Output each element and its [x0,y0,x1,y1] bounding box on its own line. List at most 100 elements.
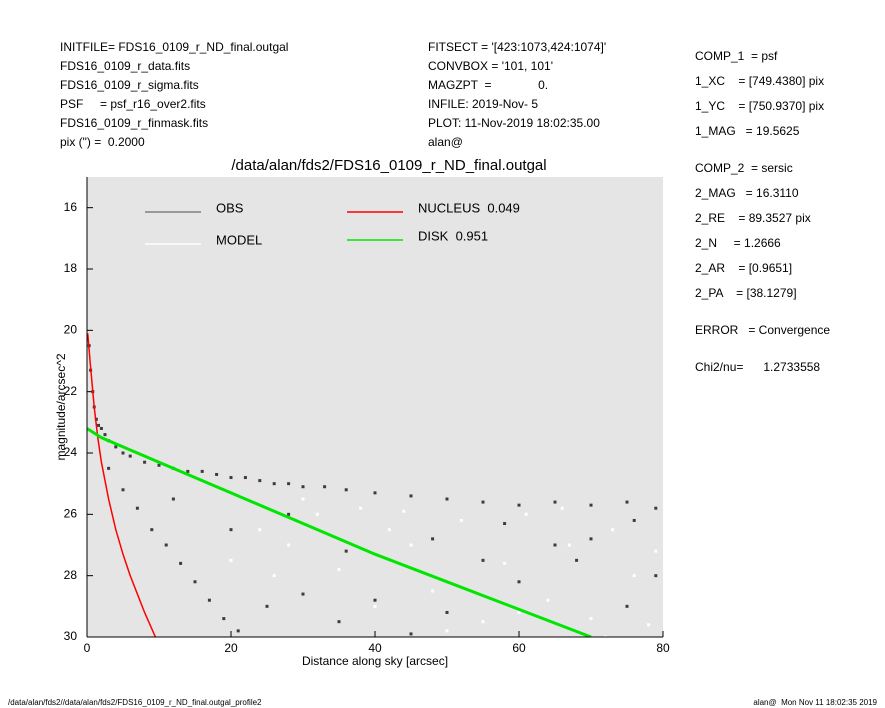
header-left: pix (") = 0.2000 [60,135,145,149]
data-point [647,623,651,627]
data-point [287,512,291,516]
data-point [229,558,233,562]
y-tick-label: 30 [64,629,78,643]
data-point [553,543,557,547]
data-point [258,528,262,532]
data-point [337,620,341,624]
header-left: FDS16_0109_r_finmask.fits [60,116,208,130]
y-tick-label: 24 [64,445,78,459]
data-point [171,497,175,501]
header-middle: INFILE: 2019-Nov- 5 [428,97,538,111]
x-tick-label: 20 [224,641,238,655]
y-tick-label: 26 [64,507,78,521]
profile-line [87,333,157,637]
data-point [481,558,485,562]
data-point [431,589,435,593]
header-left: FDS16_0109_r_sigma.fits [60,78,199,92]
data-point [632,518,636,522]
data-point [287,543,291,547]
data-point [524,512,528,516]
data-point [301,497,305,501]
header-left: PSF = psf_r16_over2.fits [60,97,206,111]
chart-title: /data/alan/fds2/FDS16_0109_r_ND_final.ou… [231,157,546,174]
data-point [387,528,391,532]
profile-line [87,427,592,637]
data-point [344,549,348,553]
data-point [373,491,377,495]
x-tick-label: 60 [512,641,526,655]
legend-label: MODEL [216,232,262,247]
x-tick-label: 80 [656,641,670,655]
fit-parameter: Chi2/nu= 1.2733558 [695,360,820,374]
data-point [654,506,658,510]
x-axis-label: Distance along sky [arcsec] [302,654,448,668]
data-point [272,482,276,486]
y-tick-label: 16 [64,200,78,214]
data-point [567,543,571,547]
data-point [445,610,449,614]
fit-parameter: 2_N = 1.2666 [695,236,781,250]
data-point [121,488,125,492]
header-middle: MAGZPT = 0. [428,78,548,92]
data-point [517,580,521,584]
data-point [445,497,449,501]
data-point [625,500,629,504]
data-point [503,561,507,565]
data-point [301,485,305,489]
data-point [560,506,564,510]
footer-left: /data/alan/fds2//data/alan/fds2/FDS16_01… [8,698,262,707]
data-point [553,500,557,504]
data-point [243,476,247,480]
legend-label: NUCLEUS 0.049 [418,200,520,215]
data-point [402,509,406,513]
header-middle: FITSECT = '[423:1073,424:1074]' [428,40,606,54]
data-point [193,580,197,584]
data-point [445,629,449,633]
data-point [603,635,607,637]
legend-label: OBS [216,200,244,215]
data-point [654,574,658,578]
fit-parameter: 1_YC = [750.9370] pix [695,99,824,113]
plot-area [87,177,663,637]
x-tick-label: 0 [84,641,91,655]
y-tick-label: 22 [64,384,78,398]
header-left: FDS16_0109_r_data.fits [60,59,190,73]
data-point [517,610,521,614]
data-point [186,469,190,473]
data-point [589,617,593,621]
data-point [99,426,103,430]
data-point [431,537,435,541]
data-point [359,506,363,510]
data-point [164,543,168,547]
data-point [114,445,118,449]
fit-parameter: 1_MAG = 19.5625 [695,124,800,138]
header-middle: PLOT: 11-Nov-2019 18:02:35.00 [428,116,600,130]
data-point [503,522,507,526]
data-point [611,528,615,532]
data-point [150,528,154,532]
data-point [409,494,413,498]
data-point [107,466,111,470]
y-tick-label: 20 [64,323,78,337]
data-point [589,503,593,507]
legend-label: DISK 0.951 [418,228,488,243]
data-point [157,463,161,467]
data-point [207,598,211,602]
header-left: INITFILE= FDS16_0109_r_ND_final.outgal [60,40,288,54]
data-point [409,543,413,547]
data-point [229,476,233,480]
data-point [236,629,240,633]
data-point [546,598,550,602]
data-point [121,451,125,455]
fit-parameter: COMP_1 = psf [695,49,778,63]
data-point [103,433,107,437]
data-point [481,500,485,504]
fit-parameter: 2_RE = 89.3527 pix [695,211,811,225]
fit-parameter: COMP_2 = sersic [695,161,793,175]
data-point [135,506,139,510]
data-point [179,561,183,565]
fit-parameter: 2_PA = [38.1279] [695,286,797,300]
header-middle: CONVBOX = '101, 101' [428,59,553,73]
fit-parameter: 1_XC = [749.4380] pix [695,74,824,88]
data-point [229,528,233,532]
